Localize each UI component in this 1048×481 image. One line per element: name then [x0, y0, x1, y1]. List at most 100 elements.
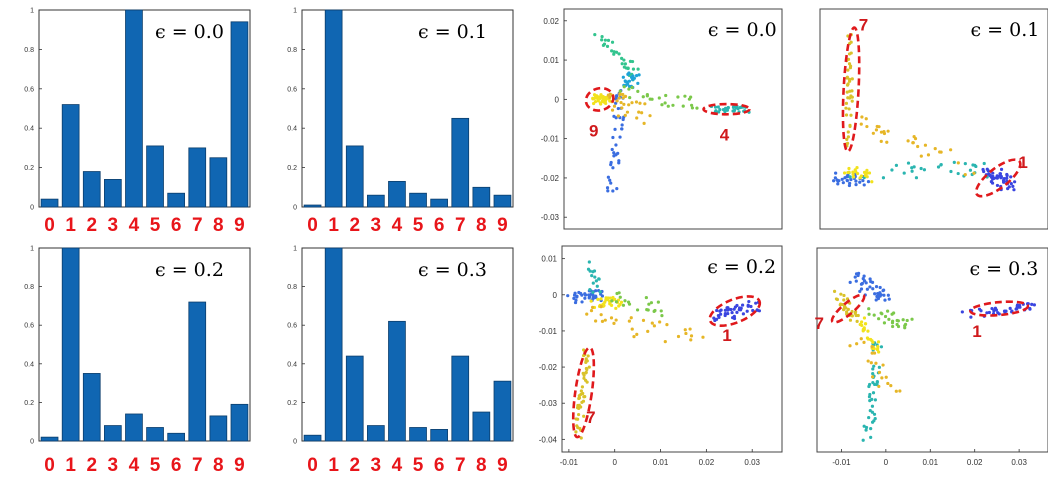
scatter-point	[602, 42, 607, 46]
scatter-point	[952, 160, 956, 164]
y-tick-label: 0	[30, 205, 34, 212]
bar-3	[104, 425, 122, 442]
scatter-point	[865, 336, 870, 340]
scatter-point	[640, 111, 644, 115]
bar-panel-eps-0.0: 0 0.2 0.4 0.6 0.8 1 0 1 2 3 4 5 6 7 8 9 ϵ = 0.0	[0, 0, 262, 240]
scatter-point	[875, 124, 879, 129]
plot-frame	[819, 8, 1048, 230]
scatter-point	[1013, 180, 1017, 184]
scatter-point	[718, 309, 722, 313]
scatter-point	[877, 384, 881, 389]
cluster-highlight-ellipse	[969, 300, 1030, 317]
scatter-point	[845, 83, 850, 87]
bar-8	[472, 186, 491, 208]
bar-7	[451, 117, 470, 208]
y-tick-label: -0.03	[541, 213, 560, 222]
scatter-point	[879, 293, 883, 297]
scatter-point	[627, 87, 631, 91]
scatter-point	[648, 114, 652, 118]
scatter-point	[610, 108, 615, 112]
scatter-point	[628, 59, 633, 63]
scatter-point	[845, 310, 849, 314]
scatter-point	[595, 284, 599, 288]
scatter-point	[594, 279, 598, 283]
scatter-point	[620, 56, 624, 61]
scatter-point	[599, 297, 603, 301]
scatter-point	[589, 299, 593, 303]
scatter-point	[621, 303, 626, 307]
scatter-point	[869, 361, 873, 365]
y-tick-label: -0.02	[539, 363, 558, 372]
scatter-point	[863, 173, 867, 178]
scatter-point	[872, 313, 876, 317]
scatter-point	[880, 376, 884, 380]
scatter-point	[623, 113, 627, 117]
scatter-point	[747, 299, 751, 304]
scatter-point	[846, 68, 850, 72]
scatter-point	[620, 106, 624, 110]
scatter-points	[591, 33, 751, 193]
y-tick-label: -0.02	[541, 174, 560, 183]
scatter-point	[854, 310, 858, 314]
scatter-point	[846, 307, 850, 312]
scatter-point	[854, 279, 858, 283]
plot-frame	[563, 8, 783, 230]
y-tick-label: 0.8	[287, 284, 297, 291]
scatter-point	[855, 342, 859, 346]
scatter-point	[591, 293, 595, 297]
scatter-point	[626, 82, 630, 86]
scatter-point	[867, 395, 872, 399]
category-label-0: 0	[307, 215, 318, 236]
y-tick-label: 0.6	[287, 323, 297, 330]
bar-3	[104, 179, 122, 208]
scatter-point	[635, 332, 639, 336]
scatter-point	[635, 308, 640, 312]
scatter-point	[836, 182, 840, 186]
scatter-point	[851, 172, 855, 176]
bar-7	[188, 301, 207, 442]
category-label-9: 9	[234, 455, 245, 476]
scatter-point	[617, 291, 621, 295]
scatter-point	[879, 139, 883, 143]
scatter-point	[600, 35, 604, 39]
scatter-point	[870, 375, 875, 379]
y-tick-label: 0	[293, 439, 297, 446]
bar-6	[167, 432, 185, 442]
scatter-point	[599, 102, 603, 106]
scatter-point	[605, 44, 610, 48]
scatter-point	[861, 178, 865, 183]
scatter-point	[1018, 305, 1022, 309]
scatter-point	[862, 279, 867, 283]
scatter-point	[859, 337, 863, 341]
scatter-point	[676, 334, 681, 339]
scatter-point	[593, 33, 597, 37]
scatter-point	[663, 101, 667, 105]
scatter-point	[630, 101, 634, 105]
scatter-point	[842, 293, 846, 298]
scatter-point	[870, 404, 875, 408]
bar-0	[303, 204, 322, 208]
scatter-point	[754, 301, 758, 305]
scatter-point	[582, 395, 586, 399]
scatter-point	[615, 187, 619, 191]
scatter-point	[573, 300, 578, 305]
scatter-point	[869, 337, 873, 342]
scatter-point	[732, 307, 736, 311]
scatter-point	[862, 424, 866, 428]
scatter-point	[610, 49, 614, 53]
scatter-point	[690, 106, 695, 110]
scatter-point	[844, 101, 849, 105]
scatter-point	[646, 329, 650, 334]
category-label-9: 9	[497, 455, 508, 476]
scatter-point	[886, 129, 890, 133]
scatter-point	[636, 89, 640, 93]
scatter-point	[890, 312, 894, 316]
scatter-point	[583, 296, 587, 300]
category-label-1: 1	[328, 455, 339, 476]
scatter-point	[985, 311, 989, 315]
scatter-point	[858, 176, 862, 180]
scatter-point	[738, 308, 743, 312]
scatter-point	[868, 399, 872, 403]
bar-9	[493, 380, 512, 442]
bar-chart-eps-0.3: 00.20.40.60.810 1 2 3 4 5 6 7 8 9ϵ = 0.3	[287, 246, 514, 476]
